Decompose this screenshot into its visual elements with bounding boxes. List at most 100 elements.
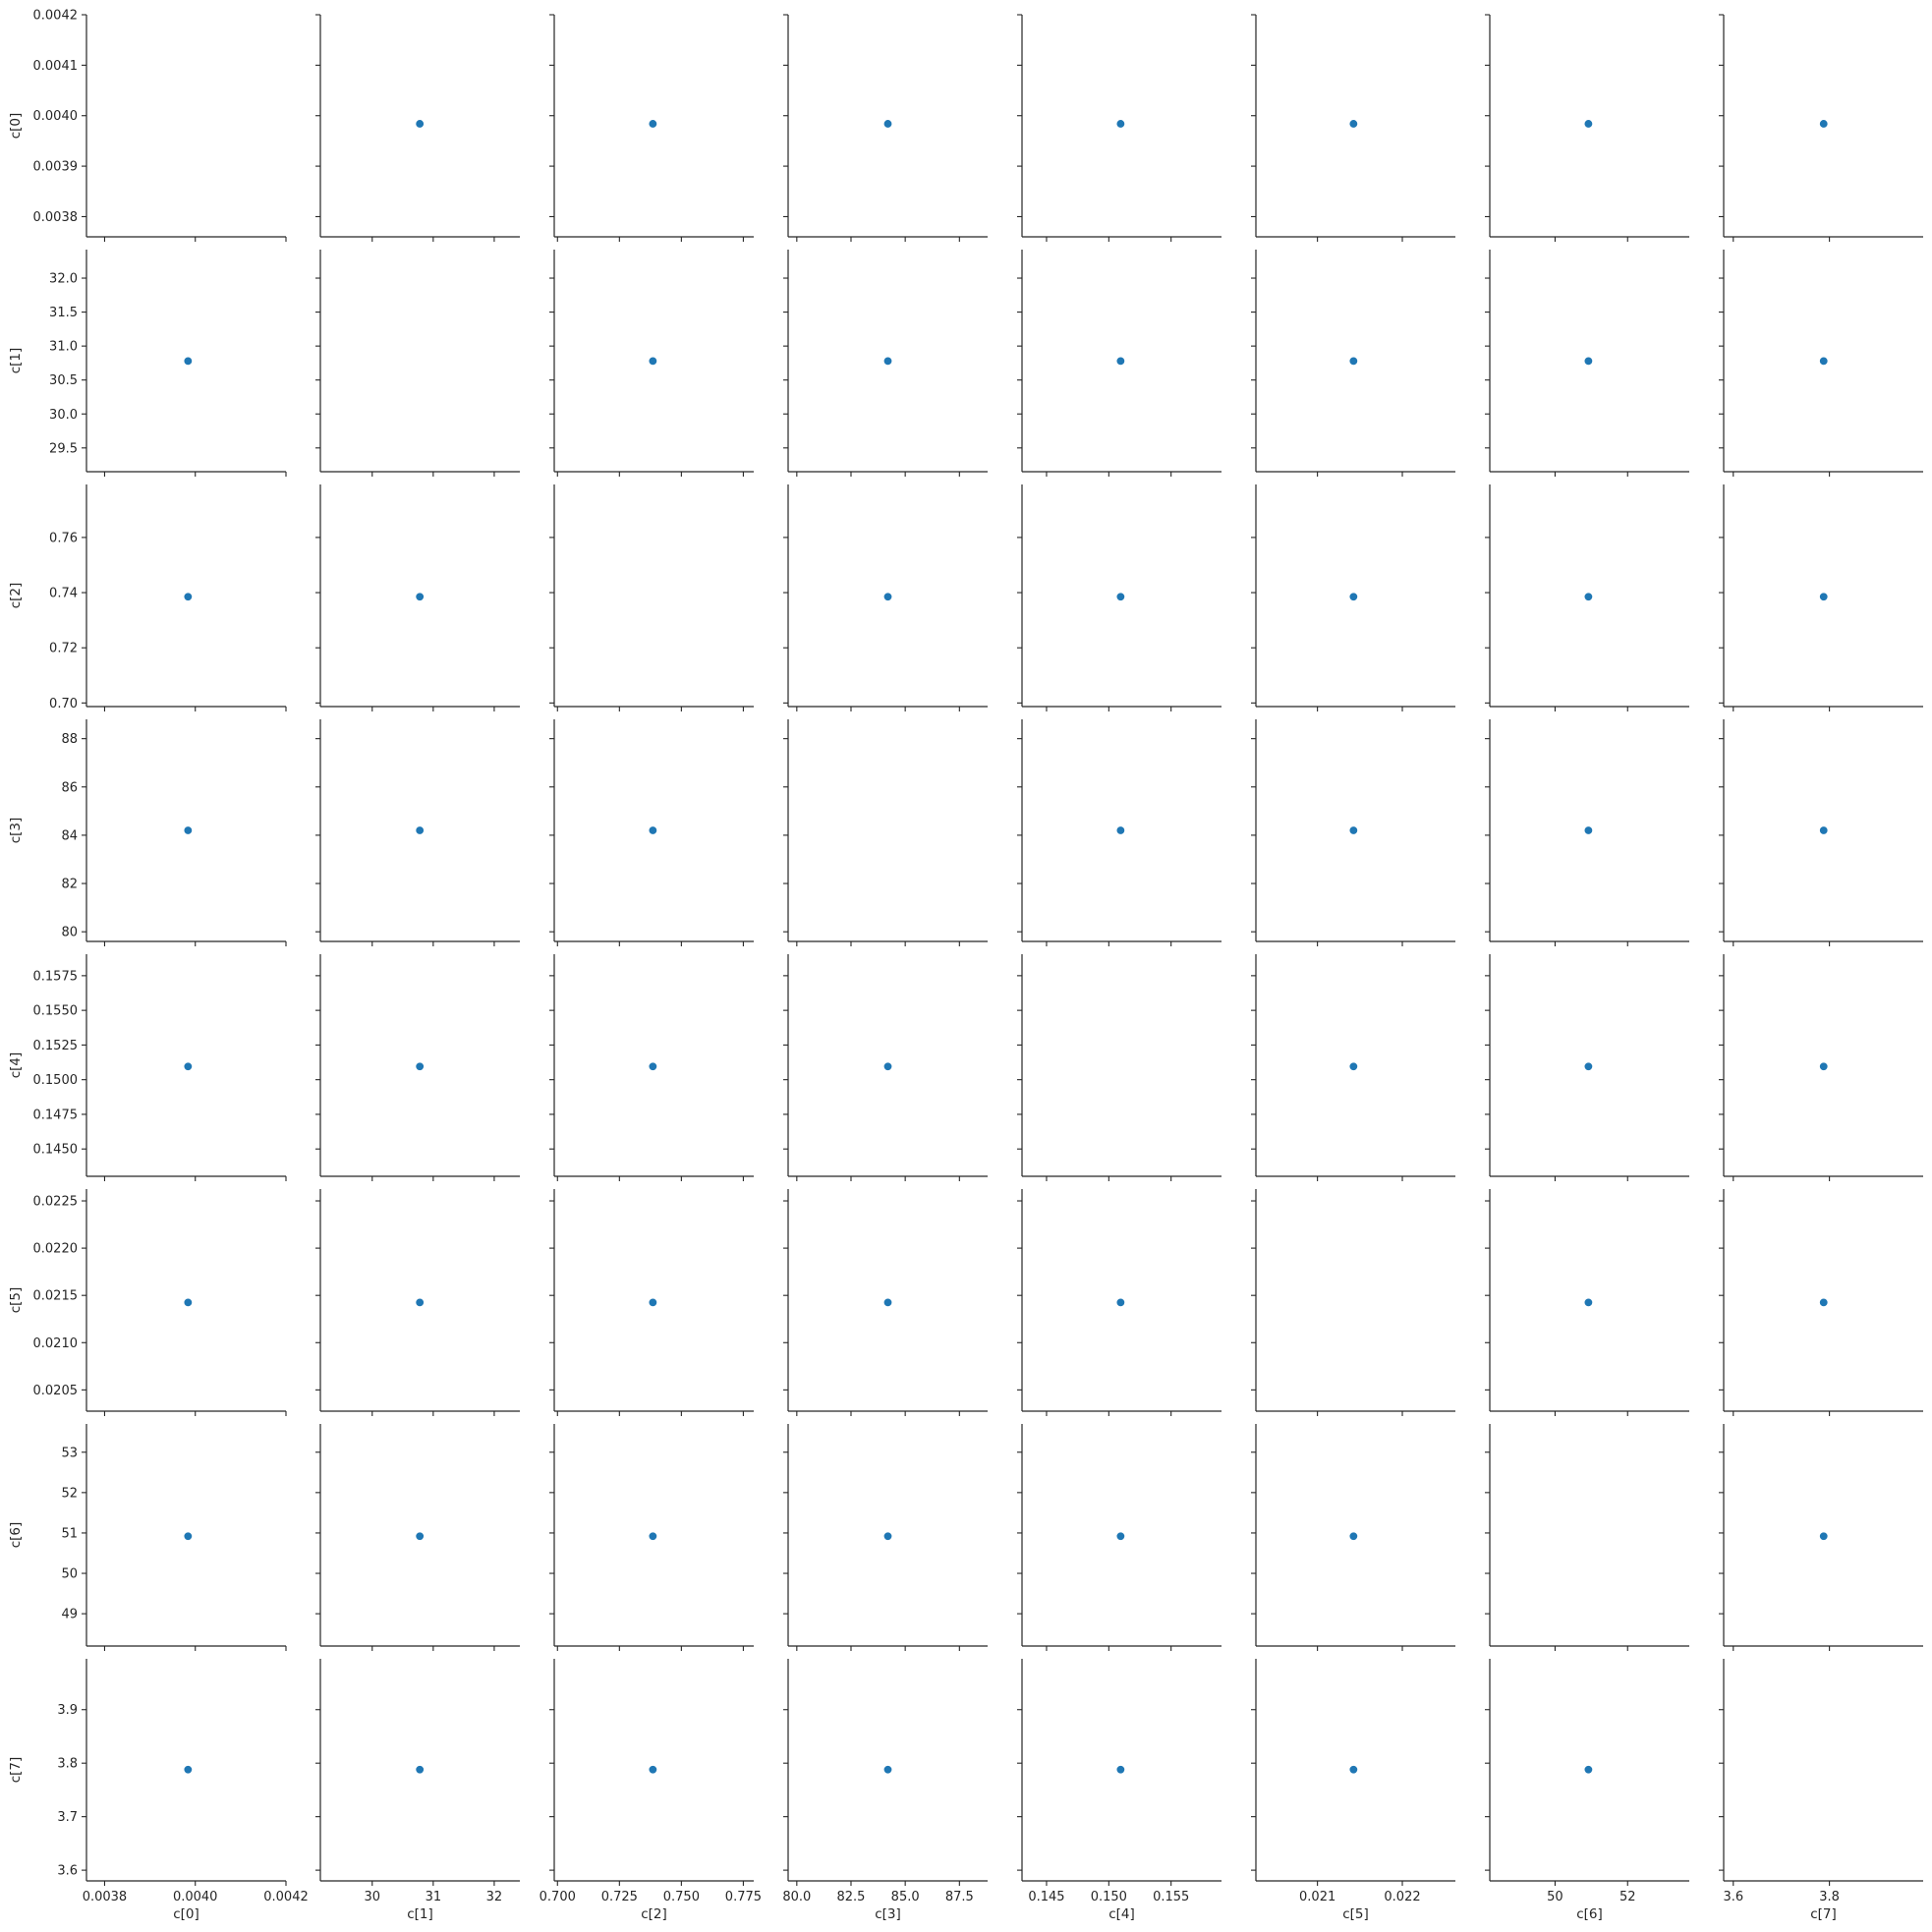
panel-4-1 — [315, 954, 520, 1181]
panel-7-5: 0.021 0.022 c[5] — [1251, 1659, 1455, 1922]
data-point — [183, 825, 194, 835]
panel-4-5 — [1251, 954, 1455, 1181]
data-point — [1583, 1765, 1594, 1775]
panel-5-2 — [549, 1189, 754, 1416]
y-tick-label: 30.5 — [49, 373, 78, 388]
y-tick-label: 49 — [61, 1608, 78, 1622]
y-tick-label: 88 — [61, 732, 78, 747]
y-tick-label: 0.0038 — [33, 210, 79, 225]
y-tick-label: 0.1550 — [33, 1004, 79, 1019]
x-tick-label: 0.0038 — [83, 1890, 128, 1904]
panel-4-6 — [1485, 954, 1689, 1181]
data-point — [1115, 1297, 1126, 1308]
y-tick-label: 0.1525 — [33, 1039, 79, 1053]
panel-4-3 — [783, 954, 988, 1181]
panel-7-7: 3.6 3.8 c[7] — [1719, 1659, 1923, 1922]
x-axis-label: c[1] — [407, 1906, 433, 1922]
panel-2-4 — [1017, 484, 1222, 711]
y-tick-label: 32.0 — [49, 272, 78, 287]
panel-2-2 — [549, 484, 754, 711]
panel-5-0: 0.0205 0.0210 0.0215 0.0220 0.0225 c[5] — [8, 1189, 287, 1416]
y-tick-label: 0.0040 — [33, 109, 79, 124]
panel-0-7 — [1719, 14, 1923, 242]
x-tick-label: 30 — [364, 1890, 380, 1904]
data-point — [415, 119, 425, 129]
data-point — [1819, 825, 1829, 835]
panel-7-1: 30 31 32 c[1] — [315, 1659, 520, 1922]
x-tick-label: 87.5 — [945, 1890, 974, 1904]
x-tick-label: 31 — [426, 1890, 442, 1904]
y-tick-label: 3.7 — [57, 1810, 78, 1825]
data-point — [1115, 1765, 1126, 1775]
data-point — [1115, 119, 1126, 129]
panel-6-6 — [1485, 1424, 1689, 1651]
x-tick-label: 3.8 — [1819, 1890, 1840, 1904]
data-point — [882, 1531, 893, 1541]
y-tick-label: 51 — [61, 1526, 78, 1541]
panel-4-2 — [549, 954, 754, 1181]
panel-7-4: 0.145 0.150 0.155 c[4] — [1017, 1659, 1222, 1922]
data-point — [882, 1765, 893, 1775]
data-point — [1348, 119, 1359, 129]
y-tick-label: 31.0 — [49, 340, 78, 355]
x-tick-label: 0.145 — [1028, 1890, 1064, 1904]
y-tick-label: 0.0042 — [33, 9, 79, 24]
panel-5-6 — [1485, 1189, 1689, 1416]
y-axis-label: c[6] — [8, 1522, 24, 1549]
x-tick-label: 0.775 — [725, 1890, 762, 1904]
data-point — [648, 356, 658, 367]
data-point — [183, 356, 194, 367]
x-axis-label: c[3] — [875, 1906, 901, 1922]
x-tick-label: 52 — [1619, 1890, 1636, 1904]
panel-6-3 — [783, 1424, 988, 1651]
x-tick-label: 85.0 — [891, 1890, 920, 1904]
panel-6-0: 49 50 51 52 53 c[6] — [8, 1424, 287, 1651]
panel-6-7 — [1719, 1424, 1923, 1651]
data-point — [648, 1531, 658, 1541]
panel-4-4 — [1017, 954, 1222, 1181]
panel-7-3: 80.0 82.5 85.0 87.5 c[3] — [782, 1659, 988, 1922]
panel-2-3 — [783, 484, 988, 711]
x-tick-label: 0.725 — [601, 1890, 638, 1904]
panel-0-4 — [1017, 14, 1222, 242]
panel-1-2 — [549, 250, 754, 477]
data-point — [1819, 1531, 1829, 1541]
y-tick-label: 0.1475 — [33, 1108, 79, 1122]
data-point — [183, 1061, 194, 1071]
y-axis-label: c[4] — [8, 1052, 24, 1079]
panel-1-3 — [783, 250, 988, 477]
panel-6-2 — [549, 1424, 754, 1651]
y-tick-label: 53 — [61, 1446, 78, 1460]
panel-4-7 — [1719, 954, 1923, 1181]
data-point — [1348, 825, 1359, 835]
y-tick-label: 3.6 — [57, 1864, 78, 1879]
panel-5-3 — [783, 1189, 988, 1416]
panel-5-4 — [1017, 1189, 1222, 1416]
x-tick-label: 0.155 — [1153, 1890, 1189, 1904]
y-tick-label: 80 — [61, 926, 78, 940]
data-point — [415, 1061, 425, 1071]
panel-5-7 — [1719, 1189, 1923, 1416]
x-tick-label: 3.6 — [1723, 1890, 1743, 1904]
x-tick-label: 0.750 — [663, 1890, 700, 1904]
data-point — [1115, 592, 1126, 601]
y-tick-label: 86 — [61, 780, 78, 795]
data-point — [1583, 592, 1594, 601]
data-point — [882, 1061, 893, 1071]
data-point — [882, 119, 893, 129]
x-tick-label: 0.700 — [540, 1890, 576, 1904]
y-tick-label: 0.70 — [49, 697, 78, 711]
data-point — [1819, 1297, 1829, 1308]
x-tick-label: 50 — [1547, 1890, 1563, 1904]
data-point — [415, 592, 425, 601]
data-point — [415, 1297, 425, 1308]
panel-5-1 — [315, 1189, 520, 1416]
data-point — [1115, 356, 1126, 367]
panel-0-5 — [1251, 14, 1455, 242]
panel-1-7 — [1719, 250, 1923, 477]
y-tick-label: 30.0 — [49, 408, 78, 423]
y-tick-label: 50 — [61, 1567, 78, 1582]
panel-3-0: 80 82 84 86 88 c[3] — [8, 719, 287, 946]
data-point — [648, 1297, 658, 1308]
